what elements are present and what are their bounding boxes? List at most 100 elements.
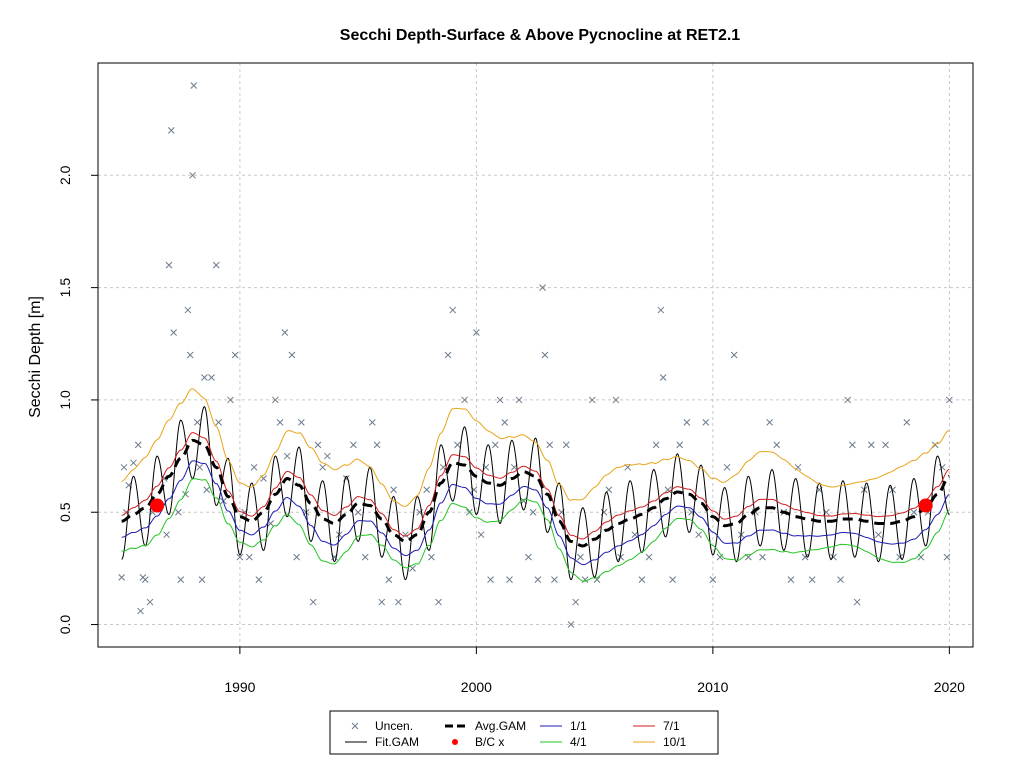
x-tick-label: 2010: [697, 679, 728, 695]
observation-point: [931, 441, 939, 449]
observation-point: [882, 441, 889, 449]
observation-point: [444, 351, 452, 359]
observation-point: [612, 396, 620, 404]
observation-point: [177, 576, 185, 583]
observation-point: [787, 576, 795, 583]
observation-point: [702, 419, 710, 426]
observation-point: [943, 553, 951, 561]
observation-point: [170, 329, 178, 336]
observation-point: [428, 553, 435, 561]
observation-point: [759, 553, 766, 561]
observation-point: [423, 486, 431, 494]
observation-point: [539, 284, 546, 291]
observation-point: [186, 351, 194, 359]
observation-point: [373, 441, 381, 449]
observation-point: [695, 531, 703, 539]
observation-point: [588, 396, 596, 404]
observation-point: [801, 553, 809, 561]
observation-point: [496, 396, 504, 404]
observation-point: [473, 329, 480, 336]
fit-gam-series: [121, 406, 950, 581]
legend-avg-label: Avg.GAM: [475, 719, 526, 733]
observation-point: [354, 508, 362, 516]
observation-point: [945, 396, 953, 404]
observation-point: [506, 576, 513, 583]
observation-point: [189, 171, 196, 179]
observation-point: [394, 598, 402, 606]
observation-point: [541, 351, 549, 359]
y-tick-label: 0.5: [57, 502, 73, 522]
observation-point: [501, 419, 509, 426]
avg-gam-line: [121, 438, 950, 548]
observation-point: [844, 396, 852, 404]
observation-point: [577, 553, 584, 561]
legend-s4_1-label: 4/1: [570, 735, 587, 749]
observation-point: [255, 576, 263, 583]
observation-point: [849, 441, 856, 449]
observation-point: [212, 261, 220, 269]
observation-point: [808, 576, 816, 583]
legend-s7_1-label: 7/1: [663, 719, 680, 733]
observation-point: [196, 463, 204, 471]
y-axis-label: Secchi Depth [m]: [27, 296, 44, 418]
observation-point: [184, 306, 192, 314]
observation-point: [645, 553, 653, 561]
observation-point: [572, 598, 580, 606]
observation-point: [368, 419, 376, 426]
observation-point: [203, 486, 211, 494]
legend-s10_1-label: 10/1: [663, 735, 687, 749]
observation-point: [638, 576, 646, 583]
observation-point: [875, 531, 882, 539]
observation-point: [657, 306, 665, 314]
observation-point: [491, 441, 499, 449]
observation-point: [766, 419, 773, 426]
observation-point: [283, 452, 291, 460]
observation-point: [402, 531, 409, 539]
observation-point: [208, 374, 215, 381]
observation-point: [361, 553, 369, 561]
y-tick-label: 1.5: [57, 278, 73, 298]
avg-gam-series: [121, 438, 950, 548]
observation-point: [477, 531, 485, 539]
legend-bc-label: B/C x: [475, 735, 504, 749]
y-tick-label: 0.0: [57, 615, 73, 635]
observation-point: [709, 576, 717, 583]
observation-point: [130, 459, 137, 467]
legend-box: [329, 710, 719, 755]
observation-point: [134, 441, 142, 449]
observation-point: [562, 441, 570, 449]
observation-point: [461, 396, 468, 404]
observation-point: [529, 508, 537, 516]
observation-point: [730, 351, 738, 359]
observation-point: [534, 576, 542, 583]
observation-point: [163, 531, 170, 539]
legend-bc-marker: [452, 739, 458, 745]
observation-point: [551, 576, 558, 583]
observation-point: [288, 351, 296, 359]
chart-title: Secchi Depth-Surface & Above Pycnocline …: [340, 27, 741, 44]
x-tick-label: 2000: [461, 679, 492, 695]
observation-point: [378, 598, 386, 606]
observation-point: [669, 576, 677, 583]
observation-point: [198, 576, 206, 583]
legend-s1_1-label: 1/1: [570, 719, 587, 733]
observation-point: [167, 127, 175, 134]
observation-point: [250, 463, 258, 471]
observation-point: [245, 553, 253, 561]
observation-point: [314, 441, 322, 449]
plot-frame: [97, 62, 974, 648]
observation-point: [350, 441, 357, 449]
y-tick-label: 2.0: [57, 165, 73, 185]
observation-point: [515, 396, 523, 404]
observation-point: [137, 607, 144, 615]
observation-point: [385, 576, 393, 583]
observation-point: [309, 598, 317, 606]
observation-point: [324, 452, 331, 460]
observation-point: [903, 419, 911, 426]
observation-point: [617, 553, 624, 561]
observation-point: [676, 441, 684, 449]
observation-point: [201, 374, 208, 381]
observation-point: [683, 419, 691, 426]
observation-point: [454, 441, 461, 449]
observation-point: [190, 82, 198, 89]
